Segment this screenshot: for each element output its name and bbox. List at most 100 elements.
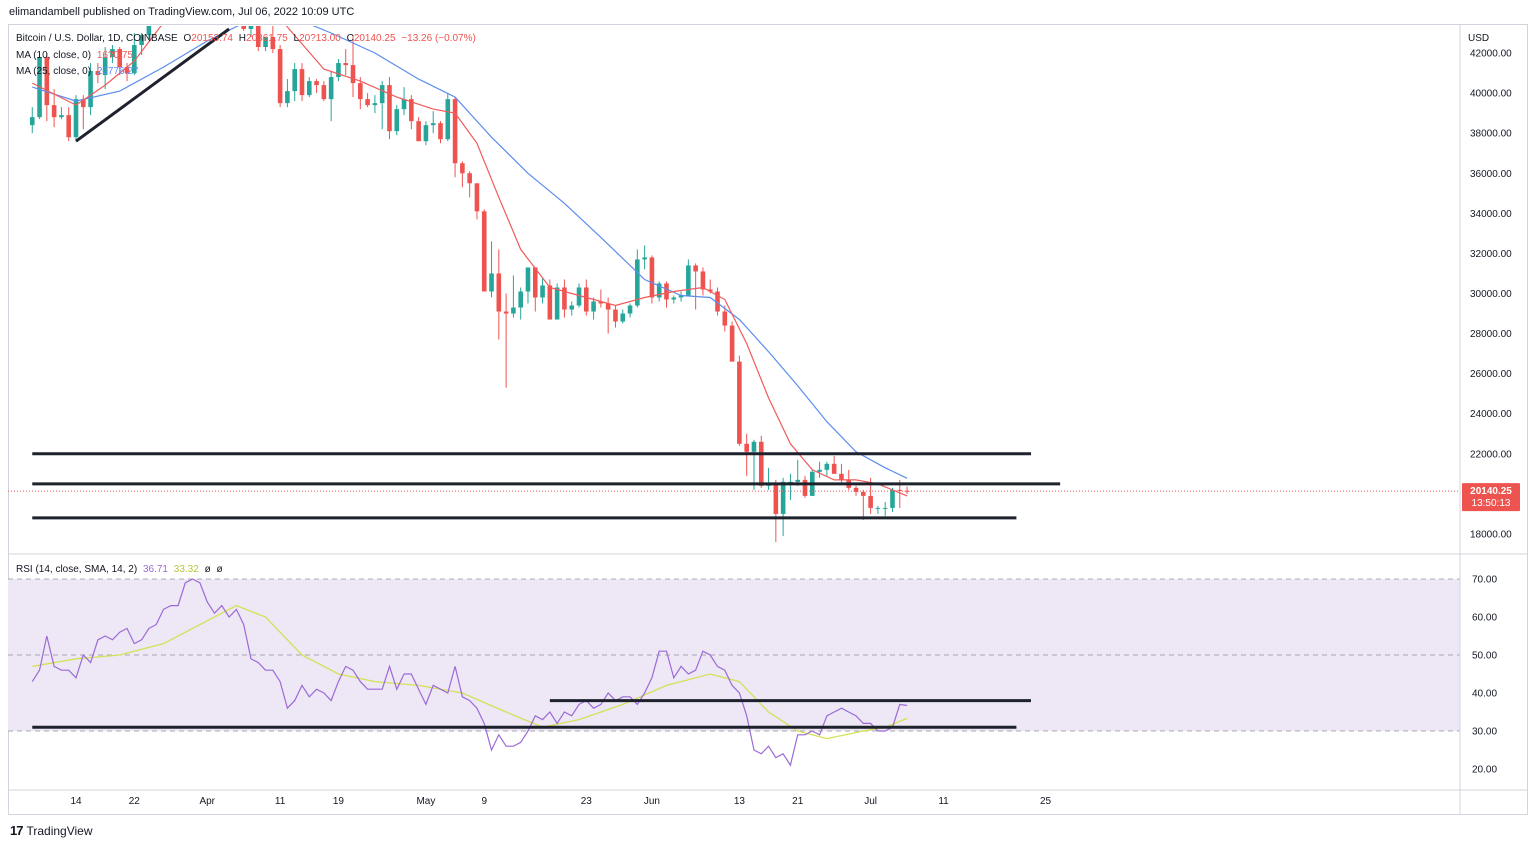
legend-close: 20140.25 — [353, 33, 396, 44]
price-tick-label: 38000.00 — [1470, 129, 1512, 140]
time-tick-label: 19 — [333, 796, 345, 807]
legend-low: 20?13.00 — [299, 33, 341, 44]
price-tick-label: 30000.00 — [1470, 289, 1512, 300]
candle-body — [59, 115, 64, 118]
candle — [102, 47, 108, 90]
candle — [591, 297, 596, 320]
candle — [758, 435, 764, 488]
candle-body — [66, 115, 72, 138]
price-tick-label: 34000.00 — [1470, 209, 1512, 220]
candle — [693, 263, 698, 310]
candle — [168, 0, 173, 5]
candle — [773, 479, 779, 542]
candle — [671, 295, 677, 304]
candle-body — [445, 99, 451, 140]
candle — [66, 107, 72, 142]
candle — [154, 0, 159, 21]
candle-body — [154, 7, 159, 13]
chart-frame[interactable] — [8, 24, 1528, 815]
legend-close-label: C — [346, 33, 354, 44]
candle-body — [678, 295, 684, 298]
candle — [132, 33, 137, 76]
candle — [161, 0, 166, 11]
candle-body — [788, 481, 793, 483]
candle-body — [707, 289, 713, 292]
tradingview-logo[interactable]: 17 TradingView — [10, 823, 93, 838]
candle — [401, 87, 407, 116]
candle-body — [168, 0, 173, 3]
candle — [547, 279, 553, 320]
price-tick-label: 36000.00 — [1470, 169, 1512, 180]
time-tick-label: 13 — [734, 796, 746, 807]
candle-body — [598, 301, 604, 304]
candle — [248, 26, 254, 38]
candle-body — [562, 287, 567, 310]
legend-rsi: RSI (14, close, SMA, 14, 2) 36.71 33.32 … — [16, 564, 226, 575]
rsi-tick-label: 20.00 — [1472, 765, 1497, 776]
candle-body — [161, 3, 166, 7]
candle-body — [737, 361, 742, 444]
candle-body — [255, 26, 261, 48]
candle — [839, 463, 844, 484]
candle — [117, 47, 123, 76]
time-tick-label: 14 — [70, 796, 82, 807]
candle-body — [481, 211, 487, 292]
candle — [73, 95, 79, 142]
candle — [875, 505, 881, 514]
candle — [88, 63, 93, 116]
candle — [285, 79, 290, 108]
candle-body — [409, 99, 414, 122]
legend-high-label: H — [238, 33, 247, 44]
candle — [321, 81, 327, 102]
candle — [292, 63, 297, 102]
candle-body — [401, 99, 407, 110]
candle — [780, 477, 786, 536]
candle — [664, 281, 669, 308]
legend-rsi-extra2: ø — [216, 564, 223, 575]
candle — [802, 475, 808, 498]
publish-line: elimandambell published on TradingView.c… — [9, 6, 355, 18]
rsi-sma-line — [32, 604, 908, 740]
candle — [379, 81, 385, 130]
candle-body — [489, 273, 494, 292]
candle — [700, 267, 706, 296]
candle-body — [511, 307, 516, 314]
candle — [598, 289, 604, 308]
candle — [241, 26, 246, 31]
candle-body — [44, 57, 50, 106]
candle — [277, 45, 283, 108]
candle — [460, 161, 465, 188]
price-tick-label: 28000.00 — [1470, 329, 1512, 340]
candle — [467, 171, 472, 198]
candle — [656, 281, 662, 302]
candle — [620, 309, 626, 324]
candle-body — [88, 71, 93, 108]
time-tick-label: May — [416, 796, 435, 807]
candle — [788, 473, 793, 500]
ma25-line — [32, 26, 908, 479]
candle — [642, 245, 647, 270]
candle-body — [642, 257, 647, 260]
candle-body — [430, 123, 436, 126]
candle — [904, 486, 910, 494]
candle-body — [780, 481, 786, 514]
candle-body — [314, 81, 319, 86]
legend-open: 20153.74 — [191, 33, 233, 44]
candle — [853, 485, 859, 496]
candle-body — [132, 45, 137, 74]
candle-body — [584, 287, 589, 312]
legend-ma10-value: 16?0.75 — [96, 50, 133, 61]
candle — [365, 93, 370, 108]
candle — [146, 26, 152, 40]
candle — [270, 26, 276, 54]
legend-ma10: MA (10, close, 0) 16?0.75 — [16, 50, 136, 61]
time-tick-label: 22 — [129, 796, 141, 807]
time-tick-label: 11 — [938, 796, 949, 807]
candle-body — [715, 291, 720, 312]
candle-body — [591, 301, 596, 312]
legend-rsi-label: RSI (14, close, SMA, 14, 2) — [16, 564, 138, 575]
candle-body — [824, 463, 830, 470]
legend-rsi-extra1: ø — [204, 564, 211, 575]
candle-body — [868, 495, 873, 508]
